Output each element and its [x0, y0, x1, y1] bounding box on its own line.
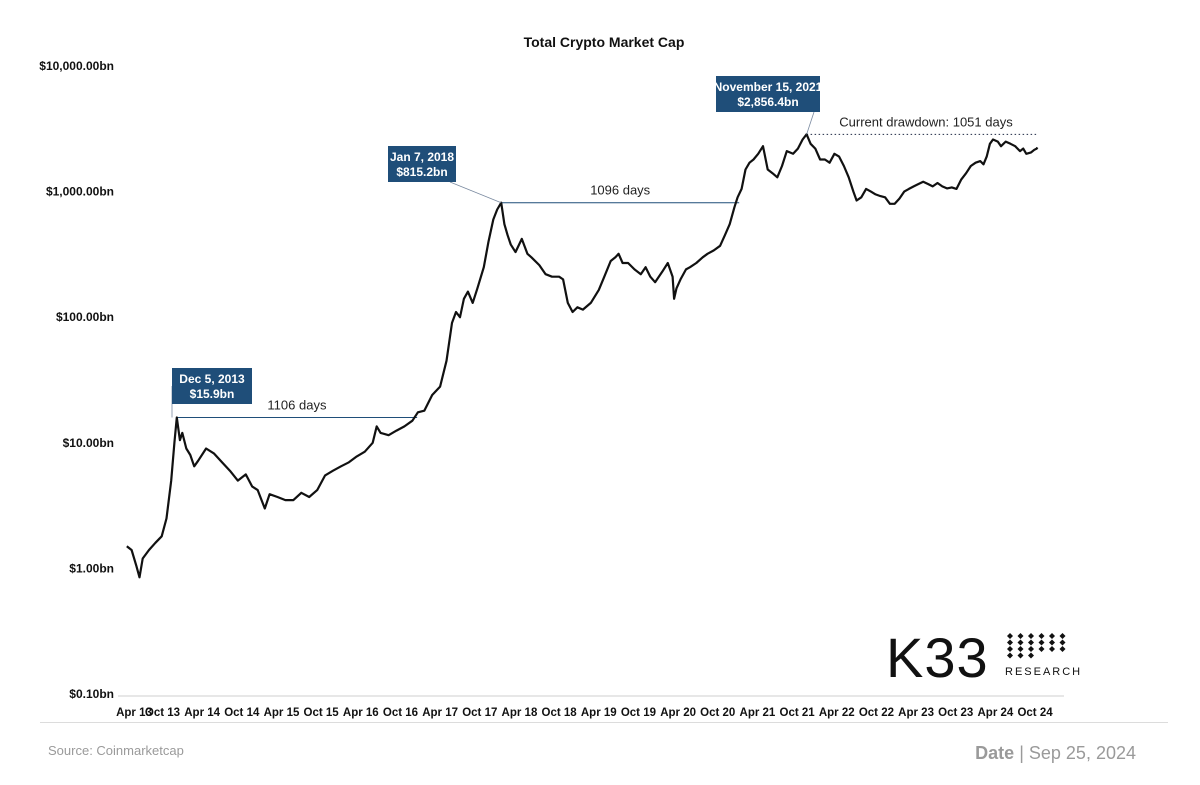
x-tick-label: Apr 22	[819, 707, 855, 719]
peak-2013-date-label: Dec 5, 2013	[179, 372, 245, 386]
y-tick-label: $1.00bn	[69, 561, 114, 575]
x-tick-label: Apr 20	[660, 707, 696, 719]
logo-dot	[1017, 639, 1024, 646]
peak-2021-date-label: November 15, 2021	[714, 80, 823, 94]
logo-subtitle: RESEARCH	[1005, 666, 1082, 678]
k33-logo: K33 RESEARCH	[886, 626, 1082, 689]
x-tick-label: Oct 13	[145, 707, 180, 719]
x-tick-label: Apr 21	[740, 707, 776, 719]
x-tick-label: Oct 16	[383, 707, 418, 719]
source-note: Source: Coinmarketcap	[48, 743, 184, 758]
peak-2018-callout-box	[388, 146, 456, 182]
logo-dot	[1049, 639, 1055, 646]
x-tick-label: Apr 18	[502, 707, 538, 719]
y-axis: $0.10bn $1.00bn $10.00bn $100.00bn $1,000.00…	[39, 59, 114, 701]
logo-dot	[1038, 646, 1045, 652]
span-2013-2016-label: 1106 days	[267, 398, 327, 413]
logo-dot	[1038, 633, 1045, 639]
logo-dot	[1007, 652, 1013, 659]
x-tick-label: Oct 20	[700, 707, 735, 719]
footer-date: Date | Sep 25, 2024	[975, 743, 1136, 764]
x-tick-label: Oct 21	[780, 707, 816, 719]
date-separator: |	[1019, 743, 1024, 763]
span-2018-2020-label: 1096 days	[590, 183, 650, 198]
logo-dot	[1028, 633, 1034, 639]
peak-2013-value-label: $15.9bn	[190, 387, 235, 401]
peak-2018-leader	[449, 181, 502, 204]
logo-dot	[1049, 633, 1055, 639]
x-tick-label: Oct 15	[304, 707, 340, 719]
logo-dot	[1007, 646, 1013, 652]
logo-dots-icon	[1007, 633, 1066, 659]
peak-callouts: Dec 5, 2013$15.9bn Jan 7, 2018$815.2bn Nov…	[171, 76, 823, 418]
y-tick-label: $100.00bn	[56, 310, 114, 324]
logo-dot	[1017, 652, 1024, 659]
series-line	[126, 133, 1039, 579]
chart-title: Total Crypto Market Cap	[524, 34, 685, 50]
peak-2018-value-label: $815.2bn	[396, 165, 447, 179]
y-tick-label: $0.10bn	[69, 687, 114, 701]
x-tick-label: Apr 24	[978, 707, 1014, 719]
x-tick-label: Oct 24	[1017, 707, 1053, 719]
logo-dot	[1059, 646, 1066, 652]
peak-2013-callout-box	[172, 368, 252, 404]
logo-dot	[1059, 633, 1066, 639]
x-tick-label: Oct 23	[938, 707, 973, 719]
logo-dot	[1038, 639, 1045, 646]
date-value: Sep 25, 2024	[1028, 743, 1136, 763]
x-tick-label: Oct 17	[462, 707, 497, 719]
x-tick-label: Apr 15	[264, 707, 300, 719]
x-tick-label: Apr 19	[581, 707, 617, 719]
logo-dot	[1028, 639, 1034, 646]
y-tick-label: $10.00bn	[63, 436, 114, 450]
x-tick-label: Oct 22	[859, 707, 894, 719]
x-tick-label: Oct 18	[542, 707, 578, 719]
y-tick-label: $1,000.00bn	[46, 185, 114, 199]
x-tick-label: Apr 16	[343, 707, 379, 719]
logo-dot	[1017, 633, 1024, 639]
logo-dot	[1049, 646, 1055, 652]
footer-divider	[40, 722, 1168, 723]
x-tick-label: Apr 13	[116, 707, 152, 719]
logo-dot	[1059, 639, 1066, 646]
x-tick-label: Apr 14	[184, 707, 220, 719]
y-tick-label: $10,000.00bn	[39, 59, 114, 73]
logo-dot	[1007, 639, 1013, 646]
peak-2021-callout-box	[716, 76, 820, 112]
x-tick-label: Apr 23	[898, 707, 934, 719]
logo-dot	[1028, 646, 1034, 652]
date-label: Date	[975, 743, 1015, 763]
logo-dot	[1017, 646, 1024, 652]
peak-2021-value-label: $2,856.4bn	[737, 95, 798, 109]
logo-dot	[1007, 633, 1013, 639]
logo-wordmark: K33	[886, 626, 989, 689]
x-tick-label: Oct 19	[621, 707, 656, 719]
span-lines: 1106 days 1096 days Current drawdown: 1051…	[176, 114, 1038, 418]
peak-2021-leader	[806, 111, 815, 135]
peak-2018-date-label: Jan 7, 2018	[390, 150, 454, 164]
logo-dot	[1028, 652, 1034, 659]
span-current-label: Current drawdown: 1051 days	[839, 114, 1013, 129]
x-tick-label: Oct 14	[224, 707, 260, 719]
x-tick-label: Apr 17	[422, 707, 458, 719]
